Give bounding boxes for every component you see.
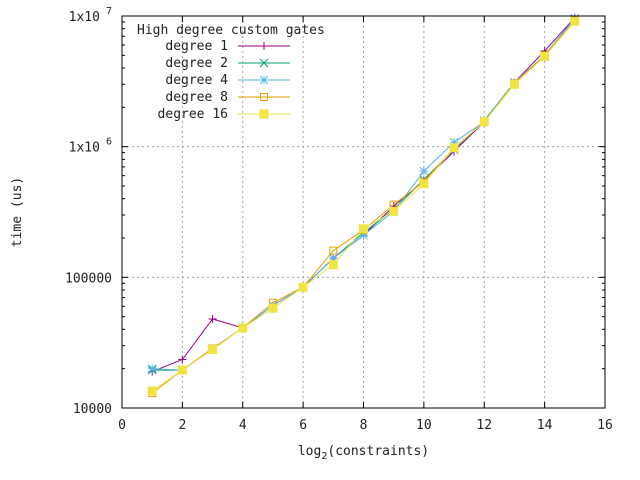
marker-stroke [147, 364, 157, 374]
x-axis-label: log2(constraints) [298, 444, 429, 462]
marker-shape [298, 282, 308, 292]
data-point [449, 143, 459, 153]
marker-shape [208, 345, 218, 355]
x-axis-label-subscript: 2 [321, 451, 327, 462]
data-point [268, 303, 278, 313]
data-point [259, 58, 269, 68]
x-tick-label: 10 [416, 418, 432, 433]
legend-title: High degree custom gates [137, 23, 325, 38]
legend-label: degree 8 [165, 90, 228, 105]
marker-shape [238, 323, 248, 333]
legend-label: degree 4 [165, 73, 228, 88]
marker-shape [419, 179, 429, 189]
data-point [389, 206, 399, 216]
marker-stroke [419, 166, 429, 176]
data-point [419, 166, 429, 176]
x-tick-label: 4 [239, 418, 247, 433]
legend-label: degree 16 [158, 107, 228, 122]
marker-shape [509, 79, 519, 89]
marker-shape [540, 51, 550, 61]
marker-stroke [259, 58, 269, 68]
data-point [177, 365, 187, 375]
marker-shape [449, 143, 459, 153]
data-point [359, 224, 368, 234]
data-point [329, 246, 338, 255]
y-tick-label: 10000 [73, 402, 112, 417]
data-point [259, 75, 269, 85]
data-point [147, 364, 157, 374]
marker-shape [479, 117, 489, 127]
x-tick-label: 12 [476, 418, 492, 433]
x-tick-label: 2 [178, 418, 186, 433]
x-axis-label-rest: (constraints) [327, 444, 429, 459]
marker-shape [329, 246, 338, 255]
marker-shape [389, 206, 399, 216]
legend: High degree custom gates degree 1 degree … [137, 23, 325, 122]
x-tick-label: 0 [118, 418, 126, 433]
y-tick-label: 1x10 6 [69, 137, 112, 156]
data-point [328, 260, 338, 270]
marker-shape [147, 386, 157, 396]
x-tick-label: 16 [597, 418, 613, 433]
x-tick-label: 14 [537, 418, 553, 433]
data-point [260, 93, 268, 101]
x-tick-label: 6 [299, 418, 307, 433]
data-point [238, 323, 248, 333]
marker-shape [359, 224, 368, 234]
y-tick-label: 100000 [65, 271, 112, 286]
marker-shape [259, 109, 269, 119]
series-degree-16 [147, 16, 580, 396]
grid-lines [122, 16, 605, 408]
x-tick-label: 8 [360, 418, 368, 433]
data-point [419, 179, 429, 189]
marker-shape [177, 365, 187, 375]
data-point [147, 386, 157, 396]
marker-shape [268, 303, 278, 313]
data-point [298, 282, 308, 292]
y-axis-label: time (us) [10, 177, 25, 247]
data-point [509, 79, 519, 89]
legend-label: degree 2 [165, 56, 228, 71]
data-point [178, 355, 187, 364]
axis-ticks: 0 2 4 6 8 10 12 14 16 10000 100000 1x10 6 1x10 7 [65, 6, 613, 433]
data-point [479, 117, 489, 127]
data-point [570, 16, 580, 26]
data-point [260, 42, 268, 50]
x-axis-label-base: log [298, 444, 321, 459]
series-layer [147, 13, 580, 398]
y-tick-label: 1x10 7 [69, 6, 112, 25]
legend-label: degree 1 [165, 39, 228, 54]
marker-shape [570, 16, 580, 26]
marker-shape [328, 260, 338, 270]
marker-shape [260, 93, 268, 101]
data-point [259, 109, 269, 119]
data-point [208, 345, 218, 355]
data-point [208, 314, 217, 323]
marker-stroke [259, 75, 269, 85]
data-point [540, 51, 550, 61]
